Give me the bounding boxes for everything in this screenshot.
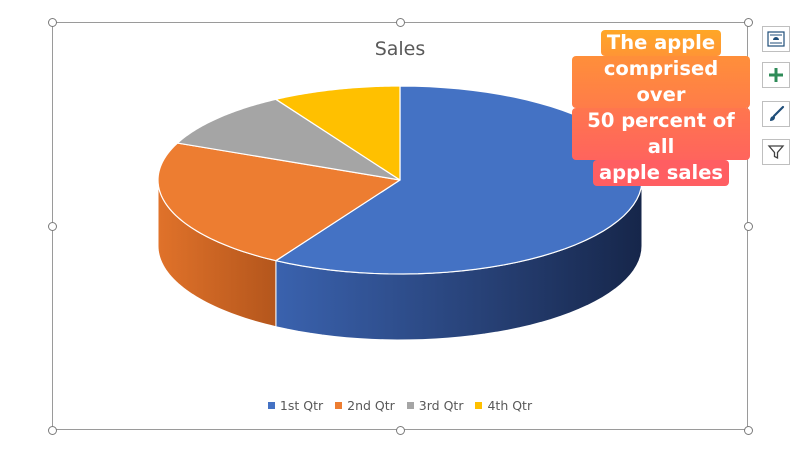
resize-handle-top-right[interactable] [744, 18, 753, 27]
legend-item[interactable]: 3rd Qtr [406, 398, 464, 413]
resize-handle-bottom-center[interactable] [396, 426, 405, 435]
annotation-line: apple sales [592, 160, 730, 186]
chart-elements-button[interactable] [762, 62, 790, 88]
pie-slice-2[interactable] [157, 142, 401, 262]
legend-label: 2nd Qtr [347, 398, 395, 413]
annotation-line: comprised over [572, 56, 750, 108]
legend-label: 1st Qtr [279, 398, 324, 413]
annotation-callout: The apple comprised over 50 percent of all… [572, 30, 750, 186]
chart-legend[interactable]: 1st Qtr 2nd Qtr 3rd Qtr 4th Qtr [0, 398, 800, 413]
chart-filters-button[interactable] [762, 139, 790, 165]
layout-options-icon [767, 31, 785, 47]
annotation-line: 50 percent of all [572, 108, 750, 160]
layout-options-button[interactable] [762, 26, 790, 52]
brush-icon [770, 105, 785, 121]
legend-item[interactable]: 4th Qtr [475, 398, 532, 413]
legend-label: 4th Qtr [487, 398, 533, 413]
legend-swatch [475, 402, 483, 409]
resize-handle-bottom-left[interactable] [48, 426, 57, 435]
resize-handle-top-center[interactable] [396, 18, 405, 27]
resize-handle-middle-left[interactable] [48, 222, 57, 231]
pie-slice-3[interactable] [176, 98, 401, 181]
pie-tops [157, 85, 643, 275]
chart-title[interactable]: Sales [374, 38, 426, 60]
legend-item[interactable]: 1st Qtr [267, 398, 324, 413]
chart-styles-button[interactable] [762, 101, 790, 127]
legend-swatch [335, 402, 343, 409]
legend-label: 3rd Qtr [418, 398, 464, 413]
pie-slice-1[interactable] [275, 85, 643, 275]
legend-item[interactable]: 2nd Qtr [335, 398, 395, 413]
annotation-line: The apple [600, 30, 722, 56]
filter-icon [767, 145, 785, 160]
legend-swatch [267, 402, 275, 409]
pie-slice-4[interactable] [275, 85, 401, 181]
resize-handle-bottom-right[interactable] [744, 426, 753, 435]
plus-icon [769, 68, 783, 82]
resize-handle-middle-right[interactable] [744, 222, 753, 231]
resize-handle-top-left[interactable] [48, 18, 57, 27]
legend-swatch [406, 402, 414, 409]
